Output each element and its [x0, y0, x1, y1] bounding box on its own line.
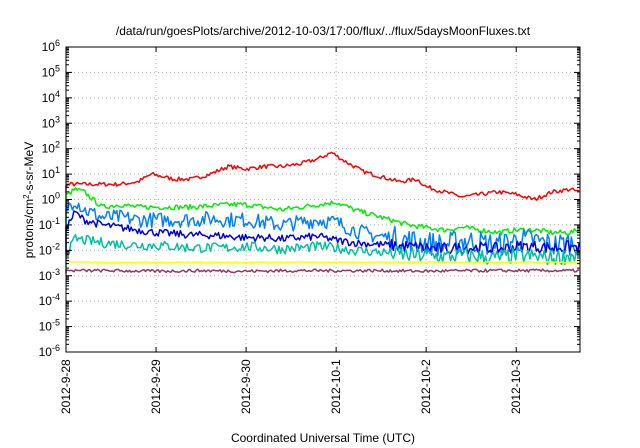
- x-tick-label: 2012-10-1: [329, 359, 343, 414]
- series-line-5: [65, 260, 580, 264]
- y-axis-label: protons/cm2-s-sr-MeV: [22, 142, 36, 258]
- y-tick-label: 105: [42, 63, 60, 79]
- series-line-2: [65, 202, 580, 257]
- series-line-0: [65, 151, 580, 201]
- y-axis-label-rest: -s-sr-MeV: [22, 142, 36, 195]
- series-line-6: [65, 268, 580, 274]
- x-tick-label: 2012-9-30: [239, 359, 253, 414]
- x-tick-label: 2012-10-2: [419, 359, 433, 414]
- data-series: [65, 151, 580, 274]
- x-tick-label: 2012-9-28: [59, 359, 73, 414]
- y-tick-label: 10-6: [39, 343, 60, 359]
- chart-title: /data/run/goesPlots/archive/2012-10-03/1…: [116, 24, 531, 38]
- series-line-1: [65, 187, 580, 236]
- axis-ticks: 2012-9-28 2012-9-29 2012-9-30 2012-10-1 2012…: [39, 38, 580, 414]
- y-tick-label: 10-5: [39, 318, 60, 334]
- y-tick-label: 10-1: [39, 216, 60, 232]
- y-tick-label: 10-3: [39, 267, 60, 283]
- y-tick-label: 103: [42, 114, 60, 130]
- y-tick-label: 10-2: [39, 241, 60, 257]
- y-tick-label: 100: [42, 191, 60, 207]
- x-tick-label: 2012-10-3: [509, 359, 523, 414]
- x-axis-label: Coordinated Universal Time (UTC): [231, 431, 415, 445]
- y-axis-label-sup: 2: [22, 194, 31, 199]
- x-tick-label: 2012-9-29: [149, 359, 163, 414]
- series-line-4: [65, 233, 580, 268]
- y-tick-label: 10-4: [39, 292, 60, 308]
- series-line-3: [65, 210, 580, 255]
- y-tick-label: 102: [42, 140, 60, 156]
- y-tick-label: 104: [42, 89, 60, 105]
- grid-lines: [66, 47, 580, 352]
- y-tick-label: 101: [42, 165, 60, 181]
- y-axis-label-base: protons/cm: [22, 199, 36, 258]
- y-tick-label: 106: [42, 38, 60, 54]
